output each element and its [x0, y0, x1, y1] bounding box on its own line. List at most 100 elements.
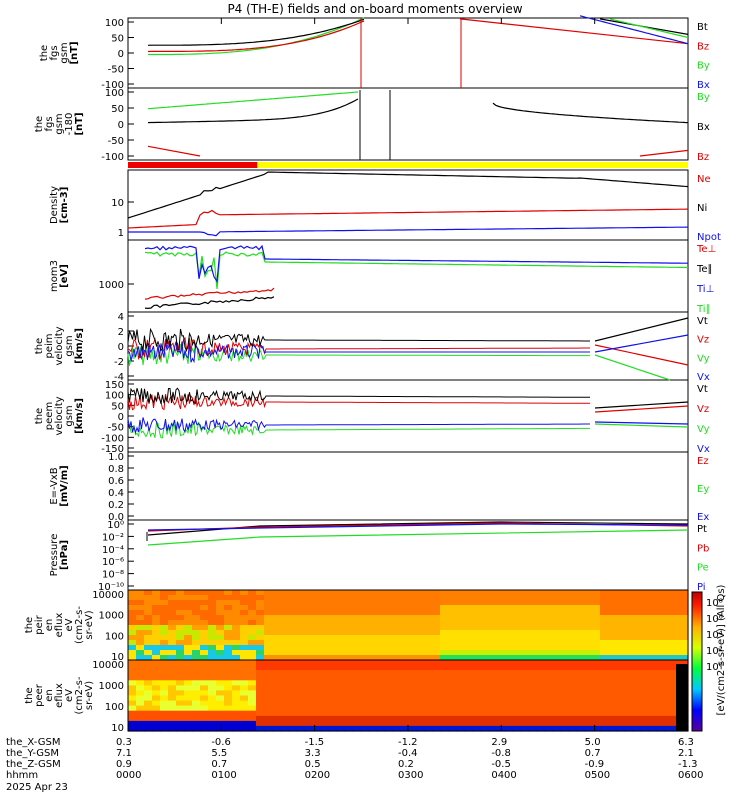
- spectrogram-cell: [152, 615, 161, 621]
- spectrogram-cell: [448, 700, 457, 707]
- spectrogram-cell: [240, 630, 249, 636]
- spectrogram-cell: [640, 625, 649, 631]
- spectrogram-cell: [512, 690, 521, 697]
- spectrogram-cell: [240, 620, 249, 626]
- spectrogram-cell: [672, 650, 681, 656]
- spectrogram-cell: [480, 655, 489, 661]
- spectrogram-cell: [560, 695, 569, 702]
- spectrogram-cell: [248, 645, 257, 651]
- spectrogram-cell: [256, 615, 265, 621]
- spectrogram-cell: [640, 665, 649, 671]
- spectrogram-cell: [584, 625, 593, 631]
- spectrogram-cell: [344, 605, 353, 611]
- y-tick-label: 100: [105, 631, 124, 642]
- spectrogram-cell: [184, 655, 193, 661]
- spectrogram-cell: [376, 645, 385, 651]
- spectrogram-cell: [448, 595, 457, 601]
- spectrogram-cell: [672, 615, 681, 621]
- spectrogram-cell: [472, 655, 481, 661]
- spectrogram-cell: [648, 710, 657, 717]
- spectrogram-cell: [552, 685, 561, 692]
- spectrogram-cell: [648, 620, 657, 626]
- spectrogram-cell: [512, 725, 521, 732]
- spectrogram-cell: [448, 715, 457, 722]
- spectrogram-cell: [336, 695, 345, 702]
- spectrogram-cell: [232, 650, 241, 656]
- spectrogram-cell: [384, 600, 393, 606]
- spectrogram-cell: [344, 700, 353, 707]
- spectrogram-cell: [256, 690, 265, 697]
- legend-vt: Vt: [697, 316, 708, 327]
- spectrogram-cell: [496, 660, 505, 666]
- spectrogram-cell: [200, 645, 209, 651]
- spectrogram-cell: [536, 710, 545, 717]
- spectrogram-cell: [208, 670, 217, 676]
- spectrogram-cell: [392, 630, 401, 636]
- spectrogram-cell: [416, 590, 425, 596]
- spectrogram-cell: [480, 685, 489, 692]
- spectrogram-cell: [240, 680, 249, 686]
- spectrogram-cell: [496, 690, 505, 697]
- spectrogram-cell: [536, 615, 545, 621]
- spectrogram-cell: [200, 720, 209, 727]
- spectrogram-cell: [528, 635, 537, 641]
- peem-vx-line: [594, 421, 689, 425]
- spectrogram-cell: [272, 710, 281, 717]
- spectrogram-cell: [128, 600, 137, 606]
- spectrogram-cell: [472, 665, 481, 671]
- spectrogram-cell: [528, 645, 537, 651]
- spectrogram-cell: [560, 640, 569, 646]
- spectrogram-cell: [648, 600, 657, 606]
- spectrogram-cell: [200, 675, 209, 681]
- spectrogram-cell: [480, 700, 489, 707]
- spectrogram-cell: [520, 645, 529, 651]
- spectrogram-cell: [560, 635, 569, 641]
- spectrogram-cell: [352, 595, 361, 601]
- spectrogram-cell: [240, 715, 249, 722]
- spectrogram-cell: [632, 595, 641, 601]
- spectrogram-cell: [408, 655, 417, 661]
- spectrogram-cell: [544, 705, 553, 712]
- y-tick-label: 50: [111, 401, 124, 412]
- spectrogram-cell: [520, 655, 529, 661]
- spectrogram-cell: [608, 695, 617, 702]
- spectrogram-cell: [128, 645, 137, 651]
- spectrogram-cell: [464, 680, 473, 686]
- spectrogram-cell: [208, 665, 217, 671]
- spectrogram-cell: [360, 695, 369, 702]
- spectrogram-cell: [600, 665, 609, 671]
- spectrogram-cell: [176, 645, 185, 651]
- spectrogram-cell: [304, 670, 313, 676]
- spectrogram-cell: [552, 705, 561, 712]
- peim-vt-line: [594, 317, 689, 342]
- y-axis-label: the: [34, 408, 45, 424]
- legend-bz: Bz: [697, 41, 709, 52]
- spectrogram-cell: [288, 700, 297, 707]
- spectrogram-cell: [488, 660, 497, 666]
- spectrogram-cell: [544, 670, 553, 676]
- spectrogram-cell: [592, 685, 601, 692]
- spectrogram-cell: [224, 680, 233, 686]
- spectrogram-cell: [352, 705, 361, 712]
- spectrogram-cell: [592, 620, 601, 626]
- spectrogram-cell: [432, 705, 441, 712]
- spectrogram-cell: [168, 725, 177, 732]
- y-axis-label: peer: [34, 683, 45, 707]
- spectrogram-cell: [592, 680, 601, 686]
- spectrogram-cell: [128, 660, 137, 666]
- spectrogram-cell: [328, 680, 337, 686]
- spectrogram-cell: [448, 605, 457, 611]
- spectrogram-cell: [224, 650, 233, 656]
- spectrogram-cell: [448, 695, 457, 702]
- spectrogram-cell: [152, 605, 161, 611]
- spectrogram-cell: [168, 660, 177, 666]
- fgs180-bx-line: [147, 98, 359, 124]
- spectrogram-cell: [208, 700, 217, 707]
- spectrogram-cell: [208, 675, 217, 681]
- spectrogram-cell: [128, 590, 137, 596]
- spectrogram-cell: [512, 695, 521, 702]
- spectrogram-cell: [136, 665, 145, 671]
- spectrogram-cell: [528, 710, 537, 717]
- spectrogram-cell: [664, 625, 673, 631]
- spectrogram-cell: [128, 720, 137, 727]
